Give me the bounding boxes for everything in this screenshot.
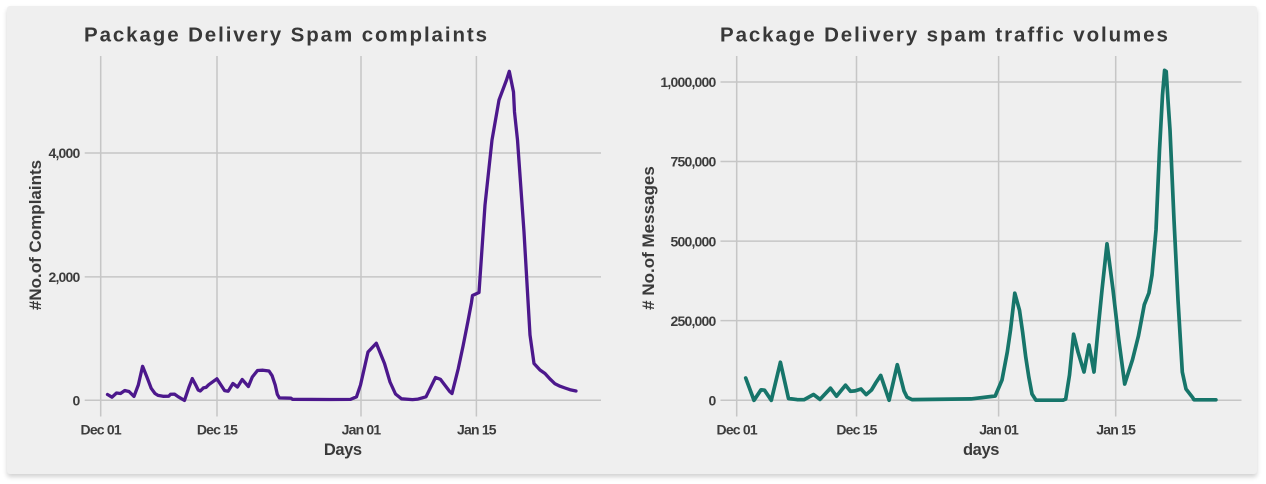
- svg-text:#No.of Complaints: #No.of Complaints: [26, 160, 45, 310]
- svg-text:Package Delivery spam traffic: Package Delivery spam traffic volumes: [720, 24, 1170, 47]
- svg-text:500,000: 500,000: [670, 233, 716, 249]
- svg-text:Jan 15: Jan 15: [1096, 422, 1136, 438]
- svg-text:750,000: 750,000: [670, 154, 716, 170]
- svg-text:4,000: 4,000: [48, 145, 80, 161]
- svg-text:Jan 01: Jan 01: [979, 422, 1019, 438]
- svg-text:0: 0: [709, 392, 717, 408]
- svg-text:Package Delivery Spam complain: Package Delivery Spam complaints: [84, 24, 489, 47]
- svg-text:1,000,000: 1,000,000: [660, 74, 716, 90]
- svg-text:2,000: 2,000: [48, 269, 80, 285]
- svg-text:Dec 15: Dec 15: [836, 422, 877, 438]
- svg-text:250,000: 250,000: [670, 313, 716, 329]
- svg-text:Dec 15: Dec 15: [197, 422, 238, 438]
- svg-text:Days: Days: [324, 441, 362, 459]
- svg-text:Jan 01: Jan 01: [342, 422, 382, 438]
- svg-text:days: days: [963, 441, 999, 459]
- svg-text:# No.of Messages: # No.of Messages: [639, 166, 658, 310]
- svg-text:Dec 01: Dec 01: [717, 422, 758, 438]
- svg-text:Dec 01: Dec 01: [81, 422, 122, 438]
- svg-text:0: 0: [73, 393, 81, 409]
- svg-text:Jan 15: Jan 15: [457, 422, 497, 438]
